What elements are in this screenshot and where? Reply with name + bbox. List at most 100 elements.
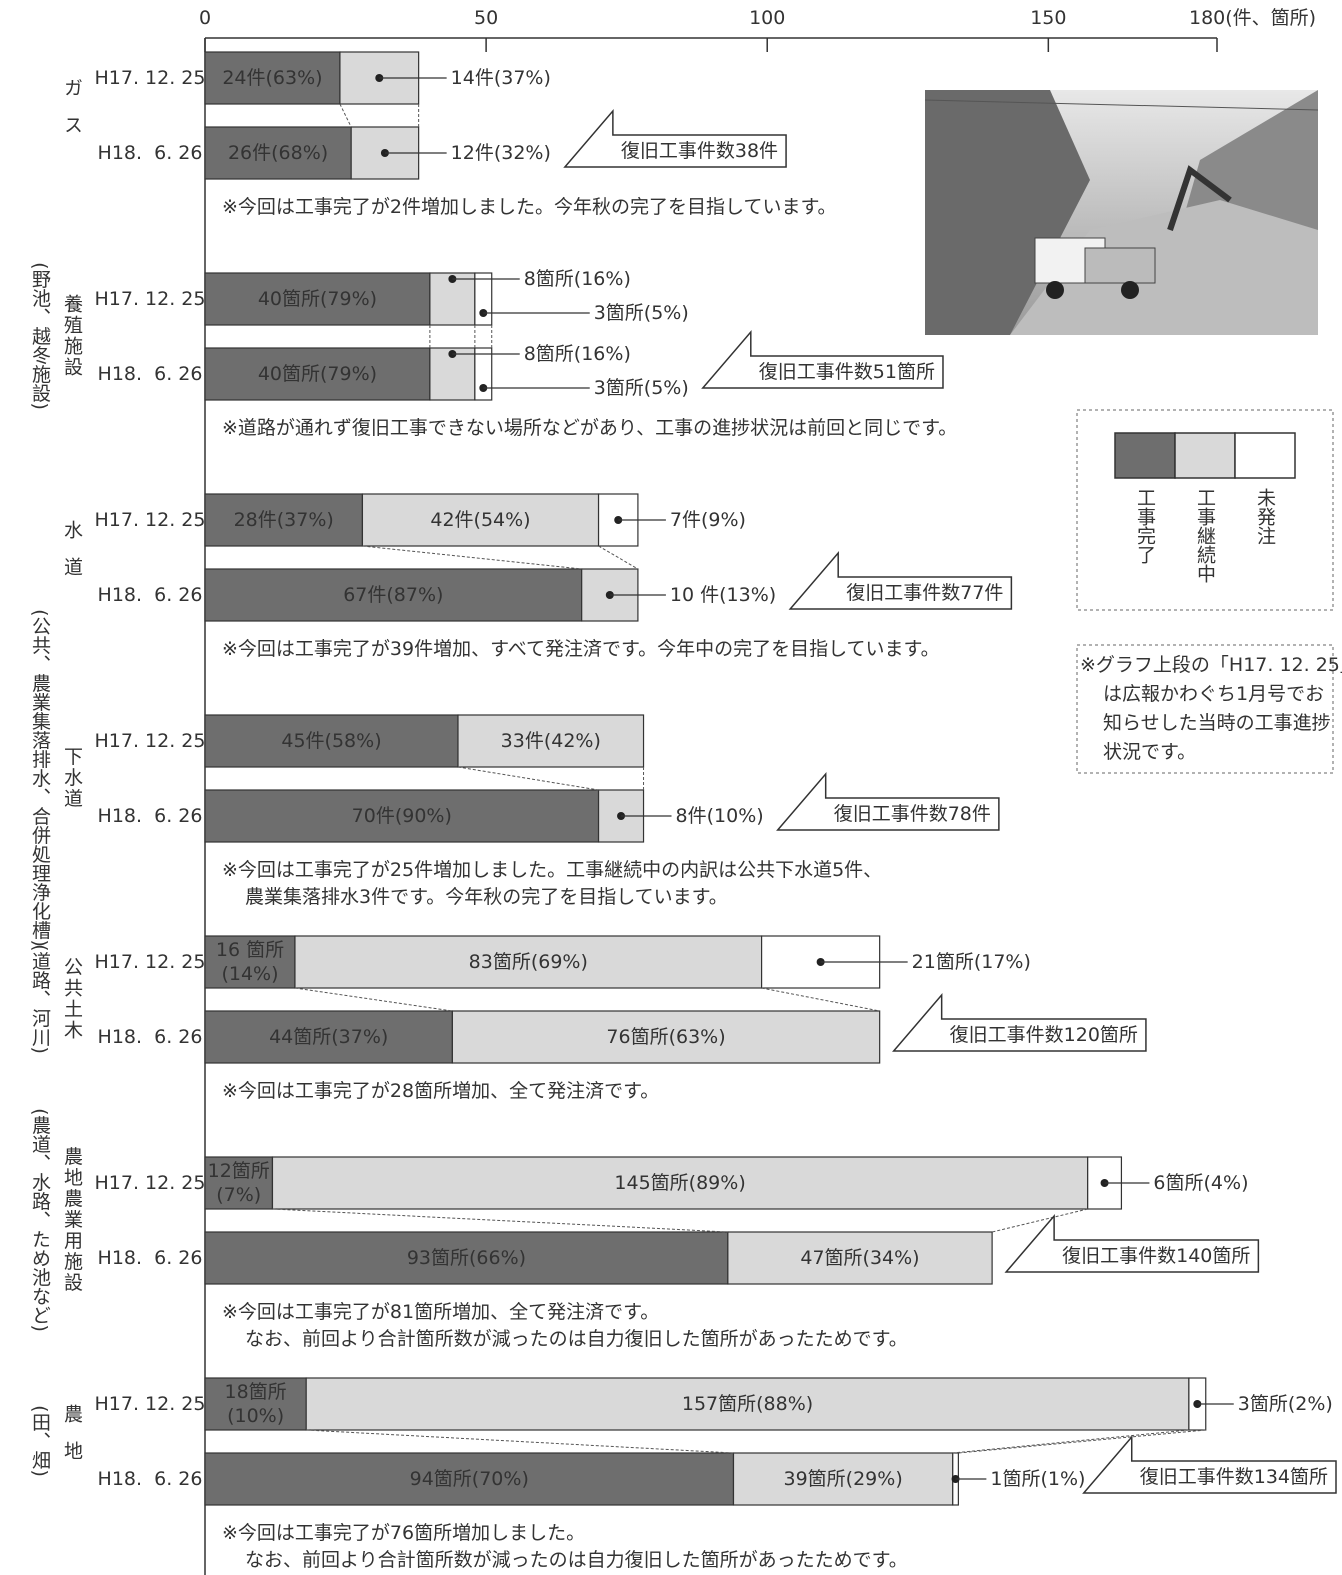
note: ※今回は工事完了が76箇所増加しました。	[222, 1522, 585, 1544]
value-label: 21箇所(17%)	[912, 951, 1031, 973]
date-label: H17. 12. 25	[95, 951, 206, 973]
value-label: 157箇所(88%)	[682, 1393, 813, 1415]
note: 農業集落排水3件です。今年秋の完了を目指しています。	[245, 886, 728, 908]
value-label: 39箇所(29%)	[784, 1468, 903, 1490]
note: ※今回は工事完了が25件増加しました。工事継続中の内訳は公共下水道5件、	[222, 859, 882, 881]
total-label: 復旧工事件数77件	[846, 582, 1003, 604]
bar-segment	[204, 1377, 307, 1431]
bar-segment	[271, 1156, 1089, 1210]
x-tick-label: 180(件、箇所)	[1189, 7, 1316, 29]
bar-segment	[204, 935, 296, 989]
legend-label: 未発注	[1254, 488, 1276, 545]
value-label: 12件(32%)	[451, 142, 551, 164]
date-label: H18. 6. 26	[98, 1468, 203, 1490]
date-label: H18. 6. 26	[98, 363, 203, 385]
value-label: 3箇所(2%)	[1238, 1393, 1333, 1415]
total-label: 復旧工事件数140箇所	[1062, 1245, 1250, 1267]
side-note: ※グラフ上段の「H17. 12. 25」	[1080, 654, 1342, 676]
value-label: 18箇所(10%)	[225, 1381, 287, 1427]
date-label: H17. 12. 25	[95, 1172, 206, 1194]
note: ※道路が通れず復旧工事できない場所などがあり、工事の進捗状況は前回と同じです。	[222, 417, 957, 439]
group-name: 下水道	[61, 747, 83, 810]
total-callout	[776, 771, 1000, 831]
value-label: 67件(87%)	[343, 584, 443, 606]
bar-segment	[204, 1231, 729, 1285]
group-subname: (農道、水路、ため池など)	[29, 1108, 51, 1332]
value-label: 70件(90%)	[352, 805, 452, 827]
value-label: 40箇所(79%)	[258, 363, 377, 385]
bar-segment	[204, 1452, 735, 1506]
connector	[306, 1429, 734, 1454]
total-callout	[1004, 1213, 1260, 1273]
side-note-frame	[1076, 644, 1334, 774]
group-name: 農地農業用施設	[61, 1146, 83, 1293]
total-callout	[788, 550, 1013, 610]
bar-segment	[204, 51, 341, 105]
bar-segment	[305, 1377, 1190, 1431]
legend-frame	[1076, 409, 1334, 611]
note: なお、前回より合計箇所数が減ったのは自力復旧した箇所があったためです。	[245, 1549, 908, 1571]
value-label: 26件(68%)	[228, 142, 328, 164]
side-note: 知らせした当時の工事進捗	[1103, 712, 1331, 734]
date-label: H18. 6. 26	[98, 1247, 203, 1269]
group-name: 養殖施設	[61, 294, 83, 378]
legend	[1076, 409, 1334, 611]
value-label: 76箇所(63%)	[606, 1026, 725, 1048]
total-label: 復旧工事件数120箇所	[950, 1024, 1138, 1046]
bar-segment	[474, 347, 493, 401]
value-label: 7件(9%)	[670, 509, 746, 531]
group-name: ガス	[61, 78, 83, 152]
value-label: 3箇所(5%)	[594, 377, 689, 399]
value-label: 6箇所(4%)	[1153, 1172, 1248, 1194]
group-name: 農地	[61, 1404, 83, 1478]
connector	[339, 103, 352, 128]
bar-segment	[204, 1010, 453, 1064]
bar-segment	[294, 935, 763, 989]
x-tick-label: 0	[199, 7, 211, 29]
date-label: H18. 6. 26	[98, 142, 203, 164]
bar-segment	[204, 493, 364, 547]
side-note: 状況です。	[1103, 741, 1196, 763]
value-label: 93箇所(66%)	[407, 1247, 526, 1269]
value-label: 42件(54%)	[430, 509, 530, 531]
date-label: H17. 12. 25	[95, 288, 206, 310]
value-label: 40箇所(79%)	[258, 288, 377, 310]
note: ※今回は工事完了が2件増加しました。今年秋の完了を目指しています。	[222, 196, 837, 218]
date-label: H17. 12. 25	[95, 1393, 206, 1415]
group-subname: (公共、農業集落排水、合併処理浄化槽)	[29, 609, 51, 947]
total-label: 復旧工事件数134箇所	[1140, 1466, 1328, 1488]
bar-segment	[204, 568, 583, 622]
value-label: 24件(63%)	[222, 67, 322, 89]
legend-label: 工事完了	[1134, 488, 1156, 564]
side-note: は広報かわぐち1月号でお	[1103, 683, 1324, 705]
total-callout	[563, 108, 787, 168]
value-label: 28件(37%)	[234, 509, 334, 531]
note: なお、前回より合計箇所数が減ったのは自力復旧した箇所があったためです。	[245, 1328, 908, 1350]
legend-swatch	[1174, 432, 1236, 479]
connector	[952, 1429, 1189, 1454]
value-label: 8件(10%)	[676, 805, 764, 827]
connector	[362, 545, 582, 570]
value-label: 45件(58%)	[281, 730, 381, 752]
total-callout	[701, 329, 944, 389]
x-tick-label: 150	[1030, 7, 1066, 29]
value-label: 83箇所(69%)	[469, 951, 588, 973]
value-label: 14件(37%)	[451, 67, 551, 89]
value-label: 94箇所(70%)	[410, 1468, 529, 1490]
value-label: 33件(42%)	[501, 730, 601, 752]
total-callout	[1082, 1434, 1337, 1494]
bar-segment	[204, 1156, 274, 1210]
bar-segment	[474, 272, 493, 326]
photo	[924, 90, 1319, 335]
value-label: 145箇所(89%)	[614, 1172, 745, 1194]
group-name: 水道	[61, 520, 83, 594]
group-subname: (田、畑)	[29, 1405, 51, 1477]
legend-swatch	[1234, 432, 1296, 479]
bar-segment	[457, 714, 645, 768]
bar-segment	[451, 1010, 881, 1064]
total-label: 復旧工事件数51箇所	[759, 361, 935, 383]
connector	[294, 987, 453, 1012]
value-label: 16 箇所(14%)	[216, 939, 284, 985]
note: ※今回は工事完了が28箇所増加、全て発注済です。	[222, 1080, 659, 1102]
